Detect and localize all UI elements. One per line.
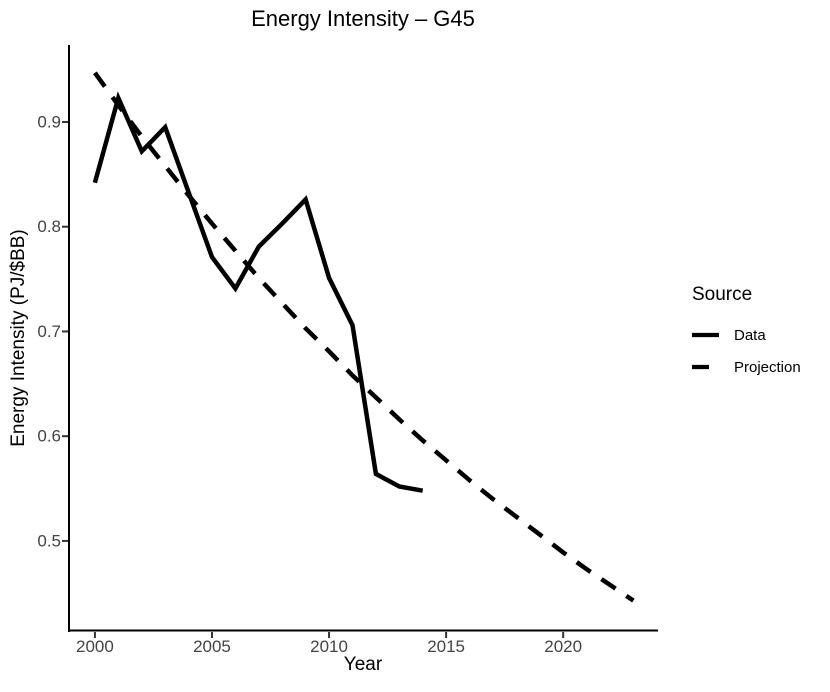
- y-tick-label: 0.5: [37, 531, 61, 550]
- y-tick-label: 0.6: [37, 427, 61, 446]
- y-tick-label: 0.7: [37, 322, 61, 341]
- legend: Source Data Projection: [688, 284, 801, 383]
- x-axis-title: Year: [343, 654, 383, 675]
- legend-label-data: Data: [734, 326, 766, 344]
- y-tick-label: 0.9: [37, 112, 61, 131]
- y-tick-label: 0.8: [37, 217, 61, 236]
- legend-item-projection: Projection: [688, 351, 801, 383]
- legend-title: Source: [692, 284, 753, 305]
- x-tick-label: 2005: [193, 637, 231, 656]
- y-axis-title: Energy Intensity (PJ/$BB): [8, 229, 29, 447]
- x-tick-label: 2000: [76, 637, 114, 656]
- series-line-data: [92, 91, 424, 493]
- x-tick-label: 2010: [310, 637, 348, 656]
- x-tick-label: 2020: [544, 637, 582, 656]
- legend-item-data: Data: [688, 319, 801, 351]
- chart-title: Energy Intensity – G45: [251, 6, 475, 31]
- solid-line-key-icon: [692, 332, 719, 338]
- legend-label-projection: Projection: [734, 358, 801, 376]
- x-tick-label: 2015: [427, 637, 465, 656]
- dashed-line-key-icon: [692, 364, 709, 370]
